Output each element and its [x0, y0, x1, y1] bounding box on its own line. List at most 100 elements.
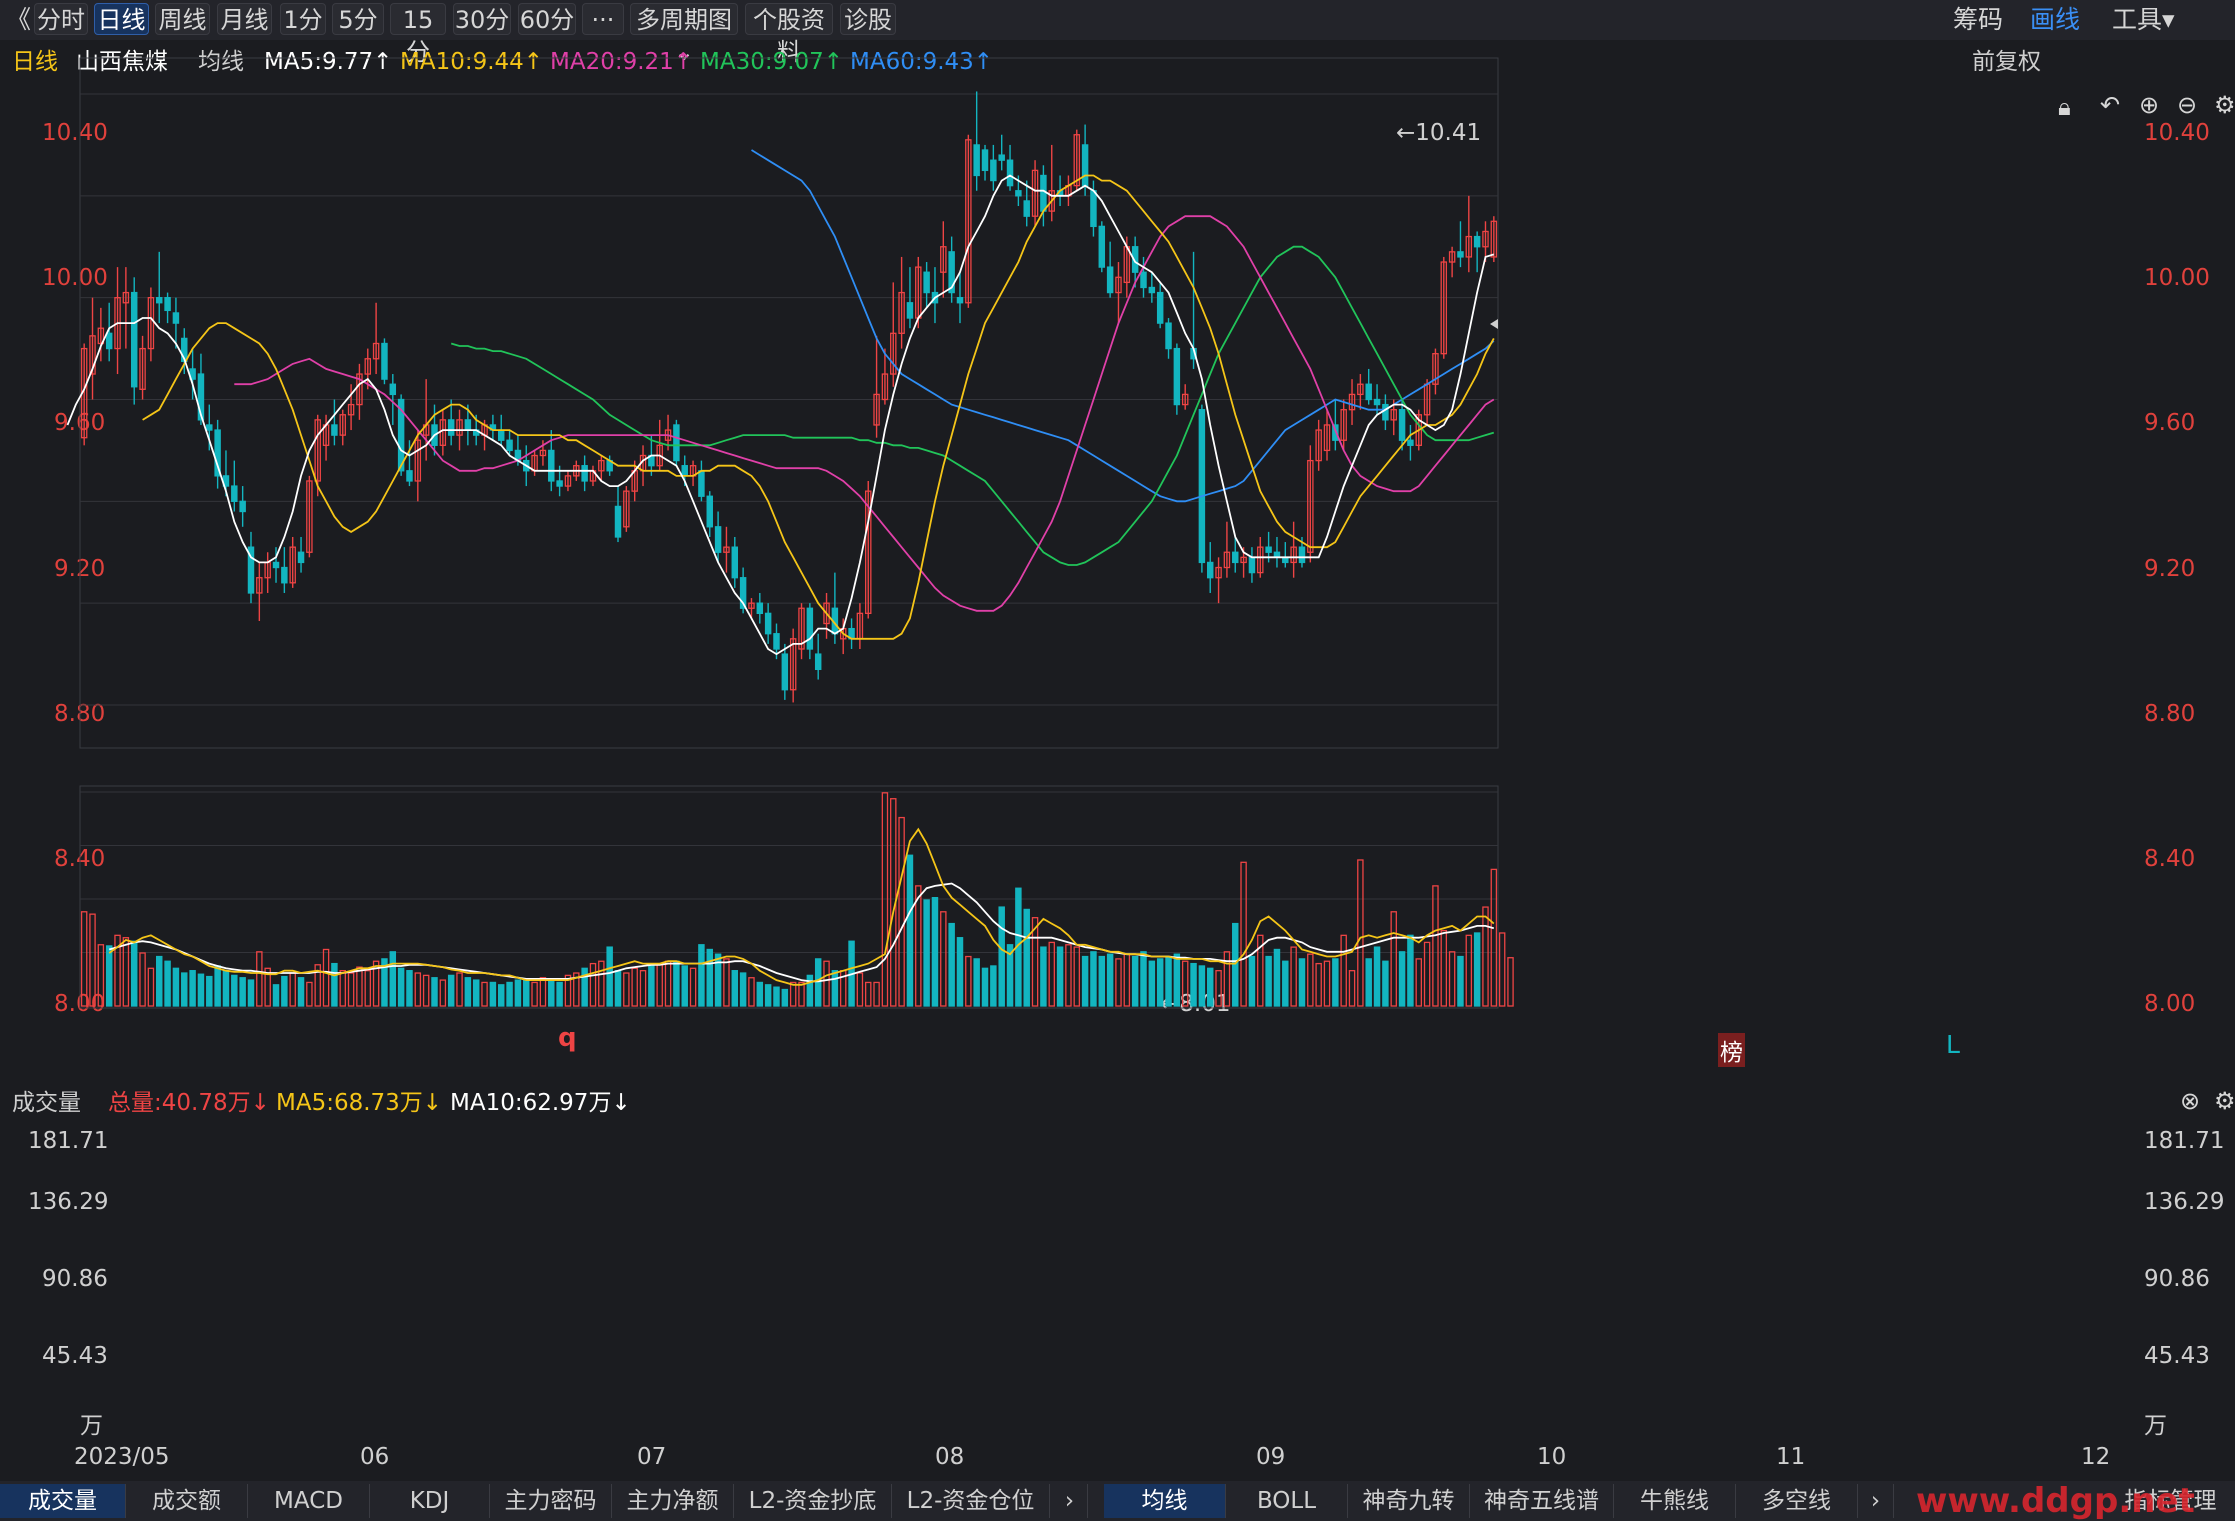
- tab-volume[interactable]: 成交量: [0, 1484, 126, 1518]
- volume-bar: [1390, 911, 1397, 1007]
- close-icon[interactable]: ⊗: [2180, 1087, 2201, 1115]
- adjust-dropdown[interactable]: 前复权: [1972, 49, 2041, 75]
- volume-bar: [322, 948, 330, 1007]
- candle-body: [623, 490, 630, 528]
- volume-bar: [923, 899, 930, 1007]
- multi-period-dropdown[interactable]: 多周期图 ⌄: [630, 3, 738, 66]
- volume-ma5: MA5:68.73万↓: [276, 1090, 443, 1116]
- candle-body: [731, 546, 739, 579]
- volume-bar: [973, 958, 980, 1007]
- volume-bar: [264, 967, 271, 1007]
- volume-bar: [639, 970, 647, 1007]
- tab-main-code[interactable]: 主力密码: [490, 1484, 612, 1518]
- volume-bar: [1173, 953, 1181, 1007]
- tab-15min[interactable]: 15分: [390, 3, 446, 66]
- candle-body: [231, 485, 238, 502]
- zoom-in-icon[interactable]: ⊕: [2139, 91, 2160, 119]
- candle-body: [956, 297, 964, 304]
- tab-magic-nine[interactable]: 神奇九转: [1348, 1484, 1470, 1518]
- candle-body: [739, 577, 747, 609]
- marker-bang[interactable]: 榜: [1718, 1033, 1745, 1067]
- tab-macd[interactable]: MACD: [248, 1484, 370, 1518]
- tab-fenshi[interactable]: 分时: [34, 3, 88, 35]
- volume-bar: [506, 981, 513, 1007]
- volume-bar: [156, 955, 163, 1007]
- volume-bar: [1215, 970, 1222, 1007]
- candle-body: [1432, 353, 1439, 385]
- ma60-line: [751, 149, 1495, 503]
- tab-l2-bottom[interactable]: L2-资金抄底: [734, 1484, 892, 1518]
- tab-turnover[interactable]: 成交额: [126, 1484, 248, 1518]
- marker-L[interactable]: L: [1946, 1030, 1960, 1059]
- candle-body: [1473, 235, 1481, 248]
- candle-body: [130, 291, 138, 388]
- tab-long-short[interactable]: 多空线: [1736, 1484, 1858, 1518]
- volume-bar: [631, 967, 638, 1007]
- settings-icon[interactable]: ⚙: [2214, 91, 2235, 119]
- tools-dropdown[interactable]: 工具▾: [2112, 5, 2175, 34]
- volume-bar: [764, 984, 772, 1007]
- draw-button[interactable]: 画线: [2030, 5, 2081, 34]
- candle-body: [339, 414, 346, 436]
- tab-ma[interactable]: 均线: [1104, 1484, 1226, 1518]
- marker-q[interactable]: q: [558, 1023, 577, 1053]
- x-tick: 08: [935, 1444, 965, 1470]
- tab-1min[interactable]: 1分: [280, 3, 326, 35]
- watermark: www.ddgp.net: [1916, 1481, 2195, 1521]
- zoom-out-icon[interactable]: ⊖: [2177, 91, 2198, 119]
- candle-body: [1248, 556, 1256, 574]
- volume-bar: [1382, 960, 1389, 1007]
- x-tick: 2023/05: [74, 1444, 170, 1470]
- x-tick: 12: [2081, 1444, 2111, 1470]
- settings-icon[interactable]: ⚙: [2214, 1087, 2235, 1115]
- volume-bar: [80, 911, 88, 1007]
- candle-body: [681, 465, 688, 477]
- tab-monthly[interactable]: 月线: [217, 3, 272, 35]
- volume-bar: [1106, 953, 1114, 1007]
- tab-kdj[interactable]: KDJ: [370, 1484, 490, 1518]
- tab-5min[interactable]: 5分: [332, 3, 384, 35]
- undo-icon[interactable]: ↶: [2100, 91, 2121, 119]
- volume-bar: [1398, 951, 1406, 1007]
- chips-button[interactable]: 筹码: [1953, 5, 2004, 34]
- volume-bar: [1232, 922, 1239, 1007]
- x-tick: 10: [1537, 1444, 1567, 1470]
- candle-body: [197, 373, 205, 421]
- indicator-manage-button[interactable]: 指标管理: [2124, 1488, 2217, 1514]
- volume-bar: [439, 979, 447, 1007]
- volume-bar: [714, 953, 722, 1007]
- tab-daily[interactable]: 日线: [94, 3, 149, 35]
- volume-bar: [189, 970, 196, 1007]
- tab-boll[interactable]: BOLL: [1226, 1484, 1348, 1518]
- candle-body: [890, 332, 897, 375]
- more-periods-button[interactable]: ···: [582, 3, 624, 35]
- back-icon[interactable]: 《: [6, 5, 32, 34]
- candle-body: [1440, 261, 1448, 355]
- volume-bar: [1181, 960, 1189, 1007]
- ma-label[interactable]: 均线: [198, 49, 244, 75]
- volume-bar: [181, 972, 188, 1007]
- volume-bar: [1006, 944, 1014, 1007]
- candle-body: [506, 439, 513, 452]
- diagnose-button[interactable]: 诊股: [840, 3, 896, 35]
- tab-magic-five[interactable]: 神奇五线谱: [1470, 1484, 1614, 1518]
- lock-icon[interactable]: 🔒︎: [2058, 93, 2071, 121]
- stock-profile-button[interactable]: 个股资料: [745, 3, 833, 66]
- tab-main-net[interactable]: 主力净额: [612, 1484, 734, 1518]
- tab-bull-bear[interactable]: 牛熊线: [1614, 1484, 1736, 1518]
- volume-bar: [297, 977, 305, 1007]
- candle-body: [723, 546, 730, 553]
- tab-l2-position[interactable]: L2-资金仓位: [892, 1484, 1050, 1518]
- tab-weekly[interactable]: 周线: [155, 3, 210, 35]
- price-tick-right: 8.00: [2144, 991, 2196, 1017]
- x-tick: 11: [1776, 1444, 1806, 1470]
- tab-30min[interactable]: 30分: [453, 3, 511, 35]
- volume-bar: [114, 934, 121, 1007]
- volume-bar: [1131, 955, 1139, 1007]
- tabs-next-arrow[interactable]: ›: [1858, 1484, 1894, 1518]
- tab-60min[interactable]: 60分: [518, 3, 576, 35]
- tabs-next-arrow[interactable]: ›: [1052, 1484, 1088, 1518]
- candle-body: [447, 419, 455, 436]
- volume-bar: [130, 940, 138, 1007]
